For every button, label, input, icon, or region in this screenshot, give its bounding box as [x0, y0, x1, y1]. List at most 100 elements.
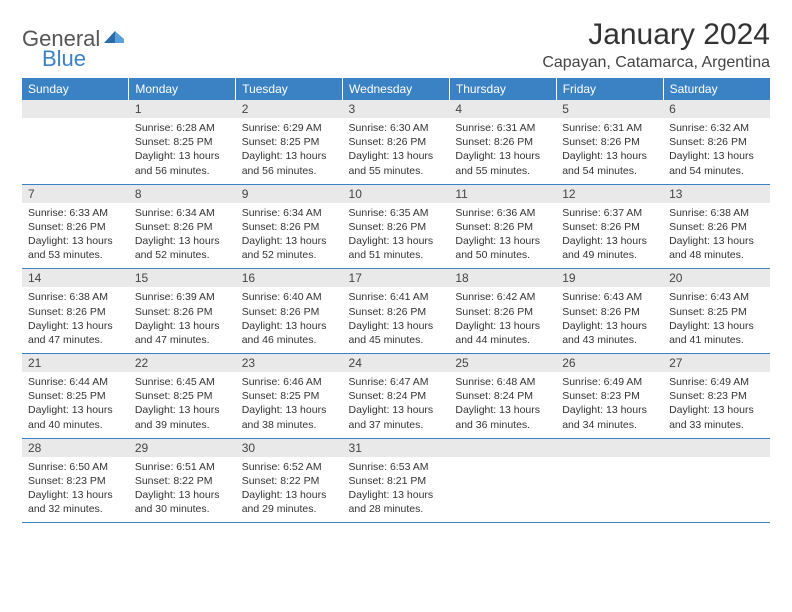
day-number: 26: [556, 354, 663, 373]
day-content-row: Sunrise: 6:44 AMSunset: 8:25 PMDaylight:…: [22, 372, 770, 438]
day-number: [22, 100, 129, 118]
day-cell: Sunrise: 6:38 AMSunset: 8:26 PMDaylight:…: [22, 287, 129, 353]
sunset-line: Sunset: 8:25 PM: [28, 389, 123, 403]
sunset-line: Sunset: 8:25 PM: [135, 135, 230, 149]
daylight-line: Daylight: 13 hours and 28 minutes.: [349, 488, 444, 516]
day-cell: Sunrise: 6:49 AMSunset: 8:23 PMDaylight:…: [556, 372, 663, 438]
sunset-line: Sunset: 8:25 PM: [135, 389, 230, 403]
sunrise-line: Sunrise: 6:47 AM: [349, 375, 444, 389]
sunrise-line: Sunrise: 6:34 AM: [242, 206, 337, 220]
day-number: 3: [343, 100, 450, 118]
daylight-line: Daylight: 13 hours and 52 minutes.: [135, 234, 230, 262]
day-number: [449, 438, 556, 457]
sunrise-line: Sunrise: 6:29 AM: [242, 121, 337, 135]
day-cell: Sunrise: 6:30 AMSunset: 8:26 PMDaylight:…: [343, 118, 450, 184]
sunrise-line: Sunrise: 6:51 AM: [135, 460, 230, 474]
day-number: 28: [22, 438, 129, 457]
weekday-header: Sunday: [22, 78, 129, 100]
sunrise-line: Sunrise: 6:34 AM: [135, 206, 230, 220]
day-number: 20: [663, 269, 770, 288]
weekday-header: Tuesday: [236, 78, 343, 100]
weekday-header: Monday: [129, 78, 236, 100]
day-cell: [22, 118, 129, 184]
day-cell: Sunrise: 6:47 AMSunset: 8:24 PMDaylight:…: [343, 372, 450, 438]
daylight-line: Daylight: 13 hours and 51 minutes.: [349, 234, 444, 262]
location-label: Capayan, Catamarca, Argentina: [542, 54, 770, 72]
day-cell: Sunrise: 6:50 AMSunset: 8:23 PMDaylight:…: [22, 457, 129, 523]
sunrise-line: Sunrise: 6:50 AM: [28, 460, 123, 474]
sunset-line: Sunset: 8:26 PM: [349, 220, 444, 234]
sunrise-line: Sunrise: 6:42 AM: [455, 290, 550, 304]
sunset-line: Sunset: 8:26 PM: [135, 220, 230, 234]
day-number-row: 21222324252627: [22, 354, 770, 373]
daylight-line: Daylight: 13 hours and 53 minutes.: [28, 234, 123, 262]
sunset-line: Sunset: 8:26 PM: [669, 220, 764, 234]
sunset-line: Sunset: 8:26 PM: [242, 305, 337, 319]
sunrise-line: Sunrise: 6:38 AM: [669, 206, 764, 220]
day-number-row: 14151617181920: [22, 269, 770, 288]
daylight-line: Daylight: 13 hours and 47 minutes.: [135, 319, 230, 347]
day-cell: Sunrise: 6:28 AMSunset: 8:25 PMDaylight:…: [129, 118, 236, 184]
daylight-line: Daylight: 13 hours and 43 minutes.: [562, 319, 657, 347]
day-cell: Sunrise: 6:31 AMSunset: 8:26 PMDaylight:…: [449, 118, 556, 184]
day-number: [556, 438, 663, 457]
day-number: 23: [236, 354, 343, 373]
sunrise-line: Sunrise: 6:44 AM: [28, 375, 123, 389]
daylight-line: Daylight: 13 hours and 54 minutes.: [562, 149, 657, 177]
sunrise-line: Sunrise: 6:43 AM: [669, 290, 764, 304]
day-cell: Sunrise: 6:34 AMSunset: 8:26 PMDaylight:…: [236, 203, 343, 269]
sunrise-line: Sunrise: 6:33 AM: [28, 206, 123, 220]
day-number: 14: [22, 269, 129, 288]
day-cell: Sunrise: 6:49 AMSunset: 8:23 PMDaylight:…: [663, 372, 770, 438]
day-number: 22: [129, 354, 236, 373]
day-number: 16: [236, 269, 343, 288]
sunset-line: Sunset: 8:26 PM: [455, 135, 550, 149]
daylight-line: Daylight: 13 hours and 55 minutes.: [455, 149, 550, 177]
sunset-line: Sunset: 8:26 PM: [28, 220, 123, 234]
day-number: 1: [129, 100, 236, 118]
day-content-row: Sunrise: 6:28 AMSunset: 8:25 PMDaylight:…: [22, 118, 770, 184]
sunset-line: Sunset: 8:26 PM: [562, 135, 657, 149]
sunset-line: Sunset: 8:26 PM: [28, 305, 123, 319]
day-number: 31: [343, 438, 450, 457]
daylight-line: Daylight: 13 hours and 38 minutes.: [242, 403, 337, 431]
day-cell: Sunrise: 6:33 AMSunset: 8:26 PMDaylight:…: [22, 203, 129, 269]
weekday-header-row: Sunday Monday Tuesday Wednesday Thursday…: [22, 78, 770, 100]
day-number: 9: [236, 184, 343, 203]
day-cell: Sunrise: 6:43 AMSunset: 8:25 PMDaylight:…: [663, 287, 770, 353]
daylight-line: Daylight: 13 hours and 56 minutes.: [135, 149, 230, 177]
page-header: General January 2024 Capayan, Catamarca,…: [22, 18, 770, 72]
sunset-line: Sunset: 8:23 PM: [562, 389, 657, 403]
calendar-page: General January 2024 Capayan, Catamarca,…: [0, 0, 792, 612]
daylight-line: Daylight: 13 hours and 56 minutes.: [242, 149, 337, 177]
weekday-header: Saturday: [663, 78, 770, 100]
daylight-line: Daylight: 13 hours and 50 minutes.: [455, 234, 550, 262]
sunrise-line: Sunrise: 6:49 AM: [669, 375, 764, 389]
sunset-line: Sunset: 8:26 PM: [562, 220, 657, 234]
daylight-line: Daylight: 13 hours and 36 minutes.: [455, 403, 550, 431]
sunset-line: Sunset: 8:26 PM: [349, 305, 444, 319]
month-title: January 2024: [542, 18, 770, 52]
day-cell: [556, 457, 663, 523]
sunrise-line: Sunrise: 6:31 AM: [455, 121, 550, 135]
day-cell: Sunrise: 6:44 AMSunset: 8:25 PMDaylight:…: [22, 372, 129, 438]
day-number: 25: [449, 354, 556, 373]
sunset-line: Sunset: 8:23 PM: [669, 389, 764, 403]
day-cell: Sunrise: 6:42 AMSunset: 8:26 PMDaylight:…: [449, 287, 556, 353]
sunset-line: Sunset: 8:26 PM: [455, 220, 550, 234]
sunset-line: Sunset: 8:21 PM: [349, 474, 444, 488]
daylight-line: Daylight: 13 hours and 41 minutes.: [669, 319, 764, 347]
day-cell: Sunrise: 6:40 AMSunset: 8:26 PMDaylight:…: [236, 287, 343, 353]
day-number: 8: [129, 184, 236, 203]
day-number: [663, 438, 770, 457]
day-cell: Sunrise: 6:51 AMSunset: 8:22 PMDaylight:…: [129, 457, 236, 523]
weekday-header: Thursday: [449, 78, 556, 100]
day-cell: Sunrise: 6:46 AMSunset: 8:25 PMDaylight:…: [236, 372, 343, 438]
daylight-line: Daylight: 13 hours and 46 minutes.: [242, 319, 337, 347]
sunrise-line: Sunrise: 6:43 AM: [562, 290, 657, 304]
sunset-line: Sunset: 8:26 PM: [242, 220, 337, 234]
daylight-line: Daylight: 13 hours and 32 minutes.: [28, 488, 123, 516]
sunset-line: Sunset: 8:25 PM: [669, 305, 764, 319]
day-cell: Sunrise: 6:39 AMSunset: 8:26 PMDaylight:…: [129, 287, 236, 353]
day-cell: Sunrise: 6:37 AMSunset: 8:26 PMDaylight:…: [556, 203, 663, 269]
